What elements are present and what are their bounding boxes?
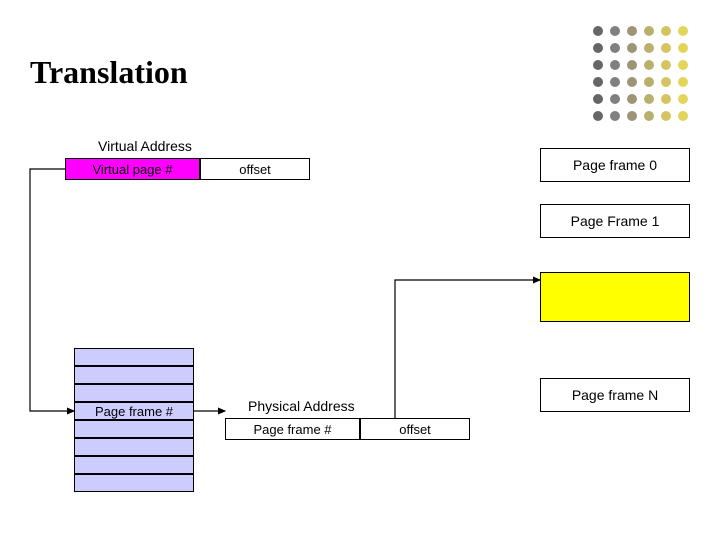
page-table-entry [74, 348, 194, 366]
decor-dot [644, 60, 654, 70]
virtual-address-label: Virtual Address [98, 138, 192, 154]
decor-dot [678, 60, 688, 70]
decor-dot [661, 60, 671, 70]
decor-dot [593, 77, 603, 87]
page-frame-n: Page frame N [540, 378, 690, 412]
page-frame-1: Page Frame 1 [540, 204, 690, 238]
decor-dot [593, 111, 603, 121]
decor-dot [610, 77, 620, 87]
decor-dot [593, 60, 603, 70]
decor-dot [644, 94, 654, 104]
decor-dot [661, 94, 671, 104]
decor-dot [644, 43, 654, 53]
decor-dot [610, 26, 620, 36]
decor-dot [644, 26, 654, 36]
slide-title: Translation [30, 54, 188, 91]
decor-dot [610, 111, 620, 121]
decor-dot [661, 111, 671, 121]
decor-dot [678, 94, 688, 104]
decor-dot [678, 26, 688, 36]
page-table-entry [74, 474, 194, 492]
decor-dot [610, 60, 620, 70]
decor-dot [678, 111, 688, 121]
decor-dot [610, 43, 620, 53]
decor-dot [627, 94, 637, 104]
decor-dot [593, 43, 603, 53]
page-table-entry-highlight: Page frame # [74, 402, 194, 420]
page-table-entry [74, 456, 194, 474]
page-table-entry [74, 366, 194, 384]
decor-dot [593, 26, 603, 36]
decor-dot [644, 111, 654, 121]
decor-dot [644, 77, 654, 87]
decor-dot [627, 111, 637, 121]
physical-offset-box: offset [360, 418, 470, 440]
page-table-entry [74, 420, 194, 438]
page-table-entry [74, 384, 194, 402]
decor-dot [678, 43, 688, 53]
decor-dot [627, 26, 637, 36]
virtual-page-number-box: Virtual page # [65, 158, 200, 180]
page-frame-0: Page frame 0 [540, 148, 690, 182]
page-table-entry [74, 438, 194, 456]
decor-dot [610, 94, 620, 104]
page-frame-highlight [540, 272, 690, 322]
decor-dot [593, 94, 603, 104]
physical-address-label: Physical Address [248, 398, 355, 414]
decor-dot [627, 77, 637, 87]
decor-dot [627, 43, 637, 53]
decor-dot [627, 60, 637, 70]
decor-dot [661, 26, 671, 36]
decor-dot [678, 77, 688, 87]
physical-frame-number-box: Page frame # [225, 418, 360, 440]
virtual-offset-box: offset [200, 158, 310, 180]
decor-dot [661, 43, 671, 53]
decor-dot [661, 77, 671, 87]
